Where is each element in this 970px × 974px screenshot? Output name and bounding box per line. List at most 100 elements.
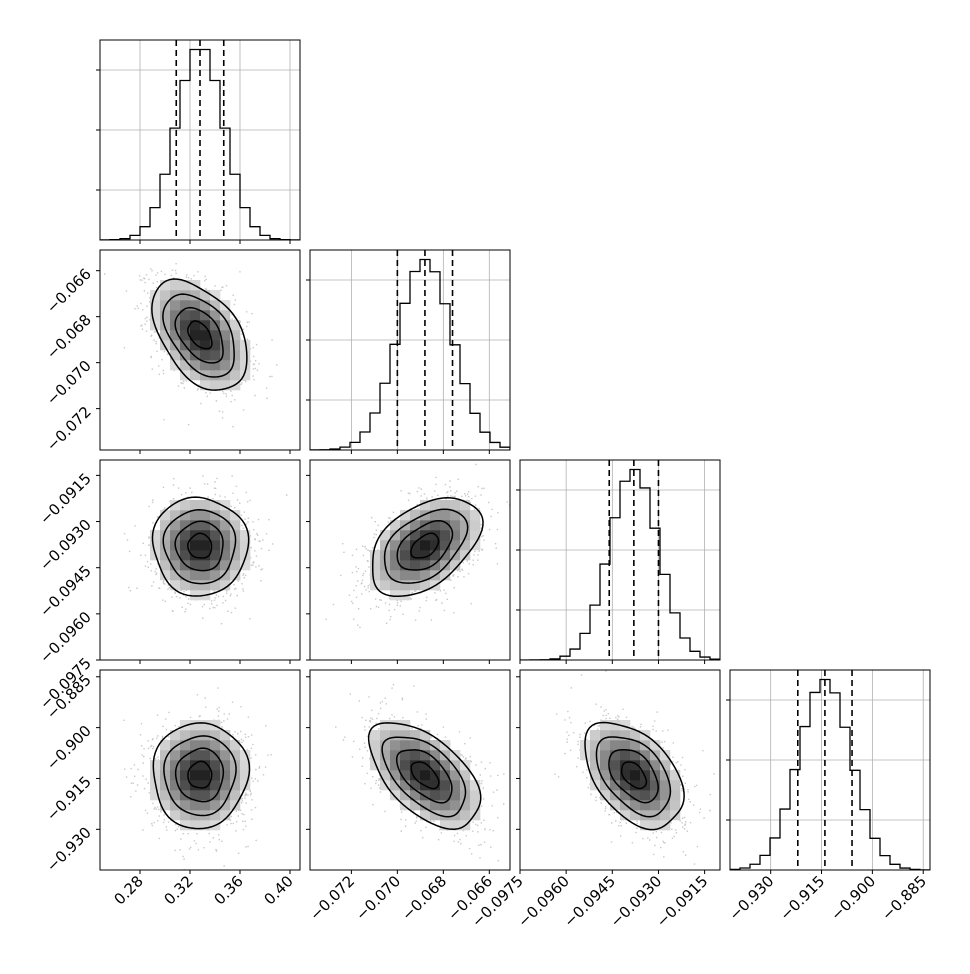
hist-1-bars	[310, 258, 510, 450]
panel-2-1-contour-0	[410, 532, 440, 559]
panel-2-0-contour-0	[186, 532, 213, 559]
panel-3-0-cell	[200, 790, 211, 801]
xtick-label-2-4: −0.0915	[653, 872, 712, 931]
panel-3-2-cell	[620, 770, 631, 781]
panel-3-0-cell	[160, 760, 171, 771]
panel-3-2-cell	[660, 770, 671, 781]
xtick-label-3-3: −0.885	[878, 872, 930, 924]
panel-3-1-cell	[390, 740, 401, 751]
panel-3-0-cell	[210, 740, 221, 751]
panel-3-2-contour-3	[584, 721, 685, 831]
panel-1-0-cell	[170, 310, 181, 321]
panel-3-2-cell	[620, 760, 631, 771]
panel-2-0-cell	[210, 550, 221, 561]
panel-3-2-cell	[640, 810, 651, 821]
panel-3-2-cell	[600, 720, 611, 731]
panel-3-1-cell	[390, 730, 401, 741]
panel-3-1-cell	[440, 810, 451, 821]
panel-1-0-cell	[230, 350, 241, 361]
panel-2-1-cell	[400, 550, 411, 561]
panel-2-0-cell	[220, 530, 231, 541]
xtick-label-0-1: 0.32	[160, 872, 196, 908]
panel-2-1-cell	[470, 530, 481, 541]
xtick-label-3-0: −0.930	[726, 872, 778, 924]
panel-2-0-contour-3	[151, 496, 250, 597]
panel-2-1-cell	[400, 580, 411, 591]
panel-3-1-cell	[370, 730, 381, 741]
panel-2-1-cell	[430, 500, 441, 511]
panel-2-0-cell	[210, 530, 221, 541]
panel-1-0-cell	[240, 360, 251, 371]
panel-3-2	[516, 669, 721, 874]
panel-2-1-cell	[440, 560, 451, 571]
panel-3-1-cell	[420, 730, 431, 741]
panel-1-0-cell	[230, 360, 241, 371]
panel-3-2-cell	[620, 790, 631, 801]
panel-1-0-cell	[170, 300, 181, 311]
panel-2-2	[516, 459, 721, 664]
panel-3-0-cell	[220, 750, 231, 761]
panel-3-0-cell	[200, 730, 211, 741]
xtick-label-1-1: −0.070	[352, 872, 404, 924]
panel-3-2-contour-0	[620, 761, 648, 790]
panel-3-1-cell	[450, 770, 461, 781]
panel-2-0-cell	[230, 550, 241, 561]
panel-1-0-cell	[190, 340, 201, 351]
panel-1-0-cell	[160, 280, 171, 291]
panel-2-1-cell	[410, 540, 421, 551]
panel-3-0-cell	[160, 750, 171, 761]
panel-3-1-contour-1	[395, 749, 453, 804]
panel-1-0-cell	[200, 300, 211, 311]
panel-1-0-cell	[240, 370, 251, 381]
panel-3-1-cell	[440, 770, 451, 781]
panel-1-0-cell	[160, 340, 171, 351]
panel-3-0-cell	[190, 720, 201, 731]
panel-3-2-contour-2	[595, 736, 672, 818]
panel-3-2-cell	[600, 740, 611, 751]
hist-3-bars	[730, 678, 930, 870]
panel-2-1-cell	[450, 520, 461, 531]
panel-1-0-cell	[210, 370, 221, 381]
panel-3-2-cell	[640, 800, 651, 811]
xtick-label-0-0: 0.28	[110, 872, 146, 908]
panel-2-1	[306, 459, 511, 664]
panel-1-0-cell	[200, 340, 211, 351]
panel-3-2-cell	[630, 790, 641, 801]
panel-3-1-cell	[400, 780, 411, 791]
panel-3-1-cell	[420, 770, 431, 781]
panel-1-0-cell	[170, 350, 181, 361]
panel-3-0-cell	[150, 770, 161, 781]
panel-3-2-cell	[650, 800, 661, 811]
panel-3-2-cell	[620, 780, 631, 791]
panel-1-0-cell	[180, 320, 191, 331]
panel-2-0-cell	[200, 570, 211, 581]
panel-3-2-cell	[610, 800, 621, 811]
panel-2-0-cell	[230, 520, 241, 531]
panel-2-1-cell	[370, 560, 381, 571]
panel-2-0-cell	[170, 500, 181, 511]
panel-2-0-cell	[240, 560, 251, 571]
panel-2-0-cell	[200, 520, 211, 531]
panel-1-0-cell	[180, 290, 191, 301]
panel-3-0-cell	[190, 800, 201, 811]
panel-2-1-cell	[470, 520, 481, 531]
panel-2-0-cell	[200, 560, 211, 571]
panel-1-0-cell	[150, 310, 161, 321]
panel-3-1-cell	[430, 760, 441, 771]
panel-1-0-cell	[170, 330, 181, 341]
panel-2-1-cell	[440, 500, 451, 511]
panel-2-0-cell	[240, 550, 251, 561]
panel-2-0-body	[123, 475, 288, 625]
panel-3-0-cell	[170, 730, 181, 741]
panel-1-0-cell	[160, 290, 171, 301]
panel-1-0-cell	[220, 340, 231, 351]
panel-3-2-cell	[670, 780, 681, 791]
panel-3-1-cell	[440, 760, 451, 771]
panel-3-2-cell	[670, 800, 681, 811]
panel-3-1-cell	[460, 800, 471, 811]
xtick-label-1-0: −0.072	[306, 872, 358, 924]
panel-2-0-cell	[180, 550, 191, 561]
panel-2-1-cell	[410, 510, 421, 521]
panel-2-0-cell	[150, 540, 161, 551]
